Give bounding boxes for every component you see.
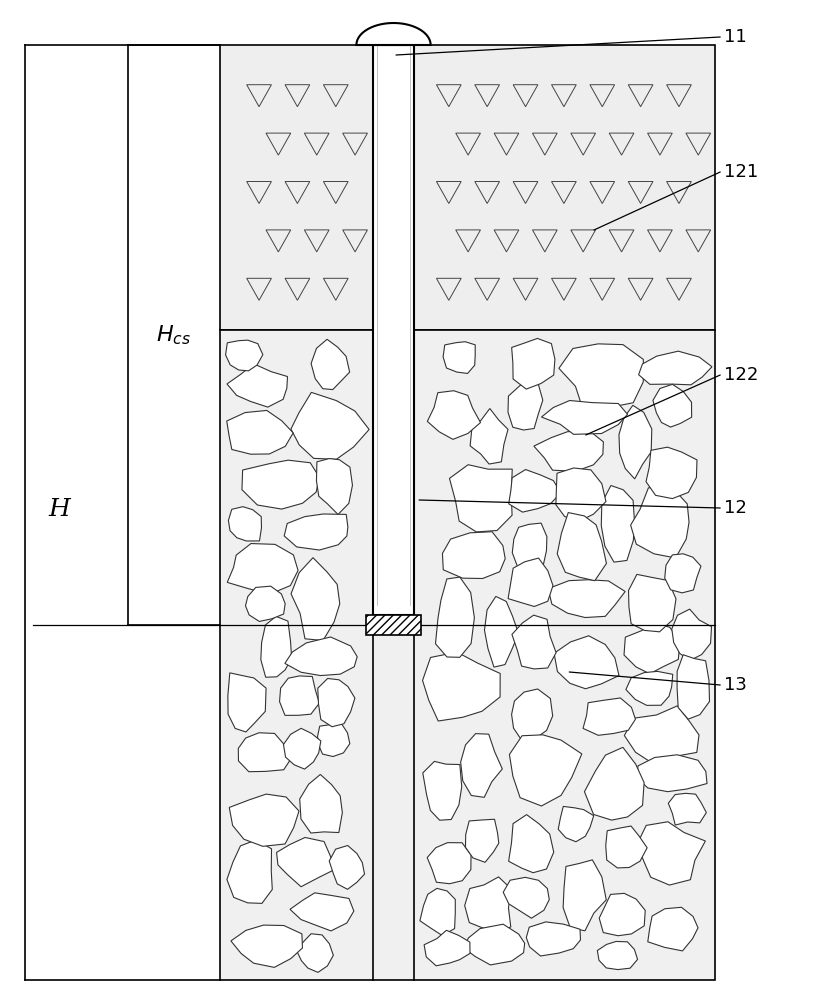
Polygon shape — [648, 907, 698, 951]
Polygon shape — [296, 934, 333, 972]
Polygon shape — [677, 655, 710, 719]
Text: 12: 12 — [724, 499, 747, 517]
Polygon shape — [503, 877, 549, 918]
Polygon shape — [672, 609, 711, 660]
Text: 122: 122 — [724, 366, 759, 384]
Polygon shape — [583, 698, 635, 735]
Polygon shape — [629, 574, 676, 632]
Polygon shape — [601, 486, 634, 562]
Polygon shape — [630, 488, 689, 558]
Polygon shape — [227, 410, 293, 454]
Polygon shape — [422, 761, 462, 820]
Polygon shape — [318, 724, 350, 757]
Polygon shape — [276, 837, 335, 887]
Polygon shape — [508, 380, 543, 430]
Polygon shape — [584, 747, 644, 820]
Polygon shape — [646, 447, 697, 499]
Polygon shape — [231, 925, 303, 967]
Polygon shape — [509, 470, 561, 512]
Polygon shape — [229, 794, 299, 846]
Polygon shape — [554, 636, 619, 689]
Polygon shape — [238, 733, 293, 772]
Polygon shape — [625, 706, 699, 764]
Polygon shape — [484, 596, 519, 667]
Text: $H_{cs}$: $H_{cs}$ — [156, 323, 191, 347]
Polygon shape — [329, 846, 365, 889]
Polygon shape — [311, 339, 350, 390]
Polygon shape — [512, 689, 553, 741]
Text: 121: 121 — [724, 163, 759, 181]
Polygon shape — [450, 465, 512, 532]
Polygon shape — [427, 843, 471, 884]
Polygon shape — [443, 342, 475, 373]
Polygon shape — [227, 840, 272, 903]
Polygon shape — [464, 924, 525, 965]
Polygon shape — [559, 344, 644, 408]
Polygon shape — [509, 815, 554, 873]
Polygon shape — [464, 877, 512, 932]
Polygon shape — [526, 922, 581, 956]
Polygon shape — [424, 930, 470, 966]
Polygon shape — [559, 806, 594, 842]
Polygon shape — [280, 676, 319, 715]
Polygon shape — [653, 384, 691, 427]
Polygon shape — [639, 351, 712, 385]
Polygon shape — [597, 941, 638, 970]
Polygon shape — [246, 586, 285, 621]
Polygon shape — [665, 554, 701, 593]
Polygon shape — [509, 735, 582, 806]
Polygon shape — [285, 637, 357, 676]
Polygon shape — [606, 826, 647, 868]
Polygon shape — [225, 340, 263, 371]
Polygon shape — [460, 734, 502, 797]
Polygon shape — [317, 459, 352, 514]
Polygon shape — [465, 819, 499, 862]
Polygon shape — [557, 513, 606, 581]
Polygon shape — [291, 392, 369, 459]
Bar — [373, 45, 414, 615]
Polygon shape — [508, 558, 553, 606]
Polygon shape — [227, 544, 298, 594]
Polygon shape — [512, 523, 547, 572]
Polygon shape — [548, 580, 625, 618]
Polygon shape — [599, 893, 645, 936]
Polygon shape — [436, 577, 474, 657]
Text: H: H — [49, 498, 70, 522]
Text: 13: 13 — [724, 676, 747, 694]
Polygon shape — [626, 671, 672, 705]
Polygon shape — [284, 514, 348, 550]
Polygon shape — [624, 623, 680, 674]
Bar — [220, 45, 715, 330]
Polygon shape — [534, 431, 603, 471]
Polygon shape — [619, 405, 652, 479]
Polygon shape — [563, 860, 606, 931]
Polygon shape — [229, 507, 262, 541]
Polygon shape — [442, 532, 505, 578]
Bar — [220, 330, 715, 980]
Polygon shape — [318, 678, 355, 727]
Bar — [366, 615, 421, 635]
Polygon shape — [512, 338, 555, 389]
Polygon shape — [261, 616, 291, 677]
Polygon shape — [290, 893, 354, 931]
Polygon shape — [291, 558, 340, 641]
Polygon shape — [637, 822, 705, 885]
Polygon shape — [420, 888, 455, 936]
Polygon shape — [227, 364, 288, 407]
Polygon shape — [470, 409, 508, 464]
Polygon shape — [422, 652, 500, 721]
Polygon shape — [284, 728, 321, 769]
Polygon shape — [228, 673, 266, 732]
Polygon shape — [299, 774, 342, 833]
Polygon shape — [556, 468, 606, 521]
Polygon shape — [427, 391, 480, 439]
Polygon shape — [512, 615, 556, 669]
Polygon shape — [668, 793, 706, 825]
Polygon shape — [541, 401, 628, 434]
Text: 11: 11 — [724, 28, 747, 46]
Polygon shape — [242, 460, 319, 509]
Polygon shape — [637, 755, 707, 792]
Polygon shape — [356, 23, 431, 45]
